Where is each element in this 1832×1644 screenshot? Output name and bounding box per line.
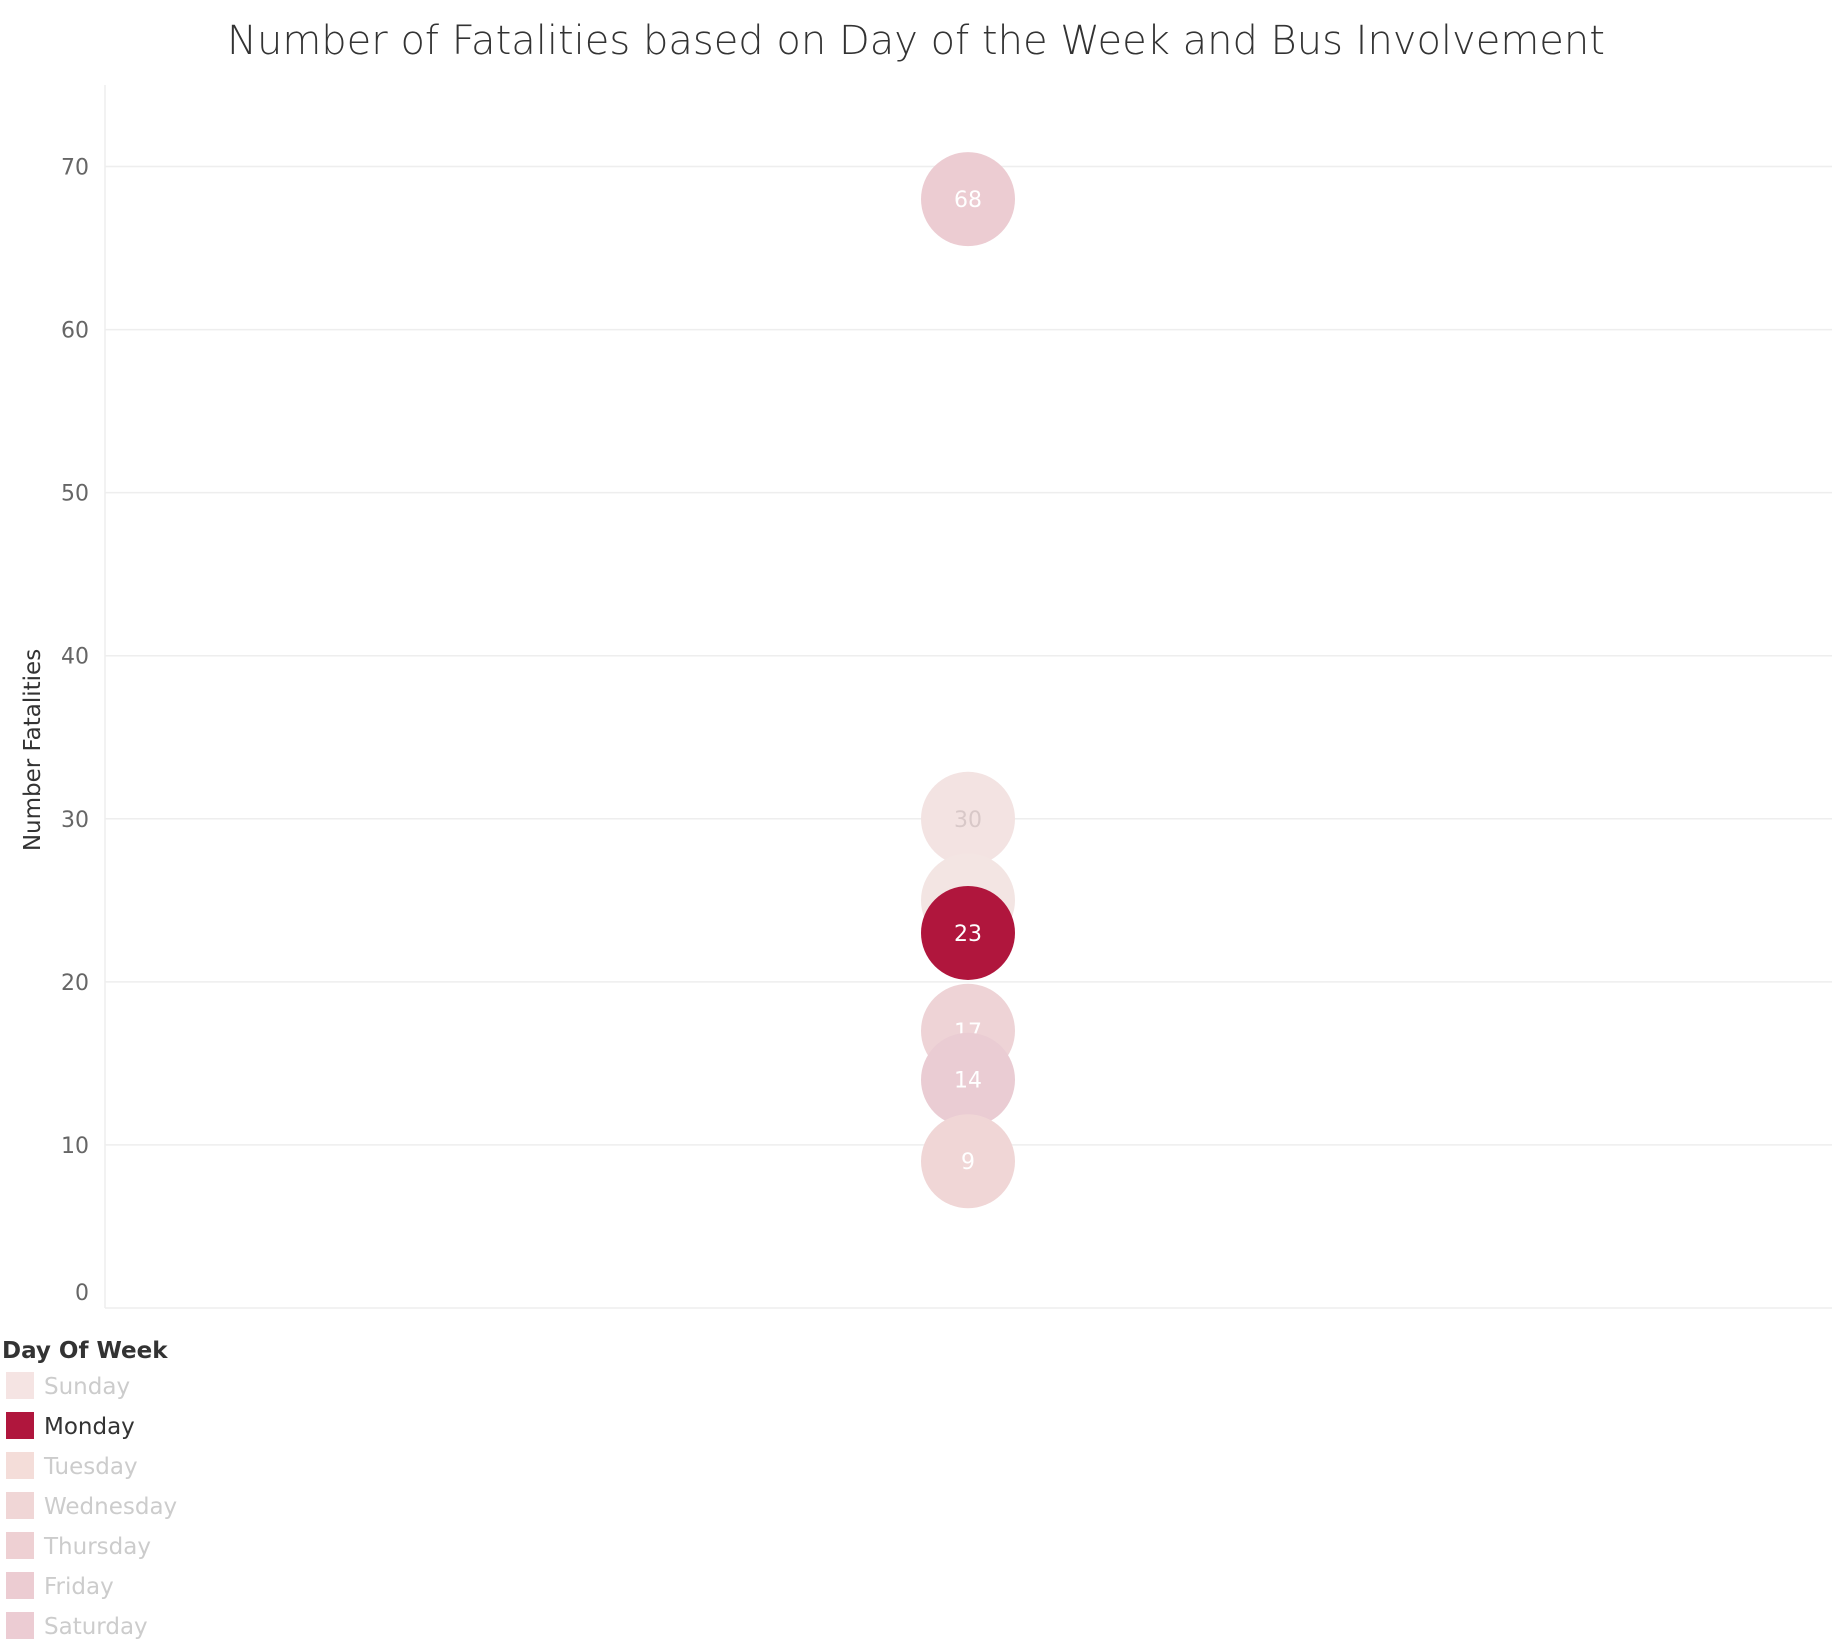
legend-label: Thursday: [43, 1534, 151, 1560]
legend-label: Tuesday: [43, 1454, 138, 1480]
legend-item-friday[interactable]: Friday: [6, 1572, 114, 1600]
legend-swatch: [6, 1612, 34, 1639]
bubble-monday[interactable]: 23: [921, 885, 1015, 980]
legend-label: Monday: [44, 1414, 135, 1440]
legend-title: Day Of Week: [2, 1338, 168, 1364]
legend-label: Wednesday: [44, 1494, 177, 1520]
y-tick-label: 70: [61, 156, 89, 181]
y-tick-label: 0: [75, 1281, 89, 1306]
bubble-sunday[interactable]: 30: [921, 771, 1015, 866]
legend-swatch: [6, 1572, 34, 1599]
legend-item-wednesday[interactable]: Wednesday: [6, 1492, 177, 1520]
legend-label: Saturday: [44, 1614, 148, 1640]
bubble-mark[interactable]: [921, 1032, 1015, 1127]
y-tick-label: 30: [61, 808, 89, 833]
bubble-mark[interactable]: [921, 771, 1015, 866]
legend-label: Sunday: [44, 1374, 130, 1400]
bubble-mark[interactable]: [921, 152, 1015, 247]
legend-item-sunday[interactable]: Sunday: [6, 1372, 130, 1400]
legend-swatch: [6, 1492, 34, 1519]
legend-item-monday[interactable]: Monday: [6, 1412, 135, 1440]
y-axis-label: Number Fatalities: [20, 649, 46, 851]
bubble-saturday[interactable]: 68: [921, 152, 1015, 247]
data-label: 9: [961, 1150, 975, 1175]
y-tick-label: 10: [61, 1134, 89, 1159]
legend: Day Of Week Sunday Monday Tuesday Wednesday…: [2, 1338, 177, 1640]
chart-title: Number of Fatalities based on Day of the…: [227, 18, 1605, 64]
y-tick-label: 50: [61, 482, 89, 507]
legend-item-tuesday[interactable]: Tuesday: [6, 1452, 138, 1480]
legend-label: Friday: [44, 1574, 114, 1600]
bubble-mark[interactable]: [921, 1114, 1015, 1209]
legend-item-saturday[interactable]: Saturday: [6, 1612, 148, 1640]
legend-swatch: [6, 1412, 34, 1439]
y-tick-label: 40: [61, 645, 89, 670]
legend-swatch: [6, 1532, 34, 1559]
data-label: 14: [954, 1069, 982, 1094]
data-label: 30: [954, 808, 982, 833]
y-axis: 0 10 20 30 40 50 60 70: [61, 85, 1832, 1309]
y-tick-label: 60: [61, 319, 89, 344]
y-tick-label: 20: [61, 971, 89, 996]
bubble-friday[interactable]: 14: [921, 1032, 1015, 1127]
legend-swatch: [6, 1452, 34, 1479]
legend-item-thursday[interactable]: Thursday: [6, 1532, 151, 1560]
data-label: 23: [954, 922, 982, 947]
bubble-wednesday[interactable]: 9: [921, 1114, 1015, 1209]
bubble-mark[interactable]: [921, 885, 1015, 980]
legend-swatch: [6, 1372, 34, 1399]
data-label: 68: [954, 188, 982, 213]
